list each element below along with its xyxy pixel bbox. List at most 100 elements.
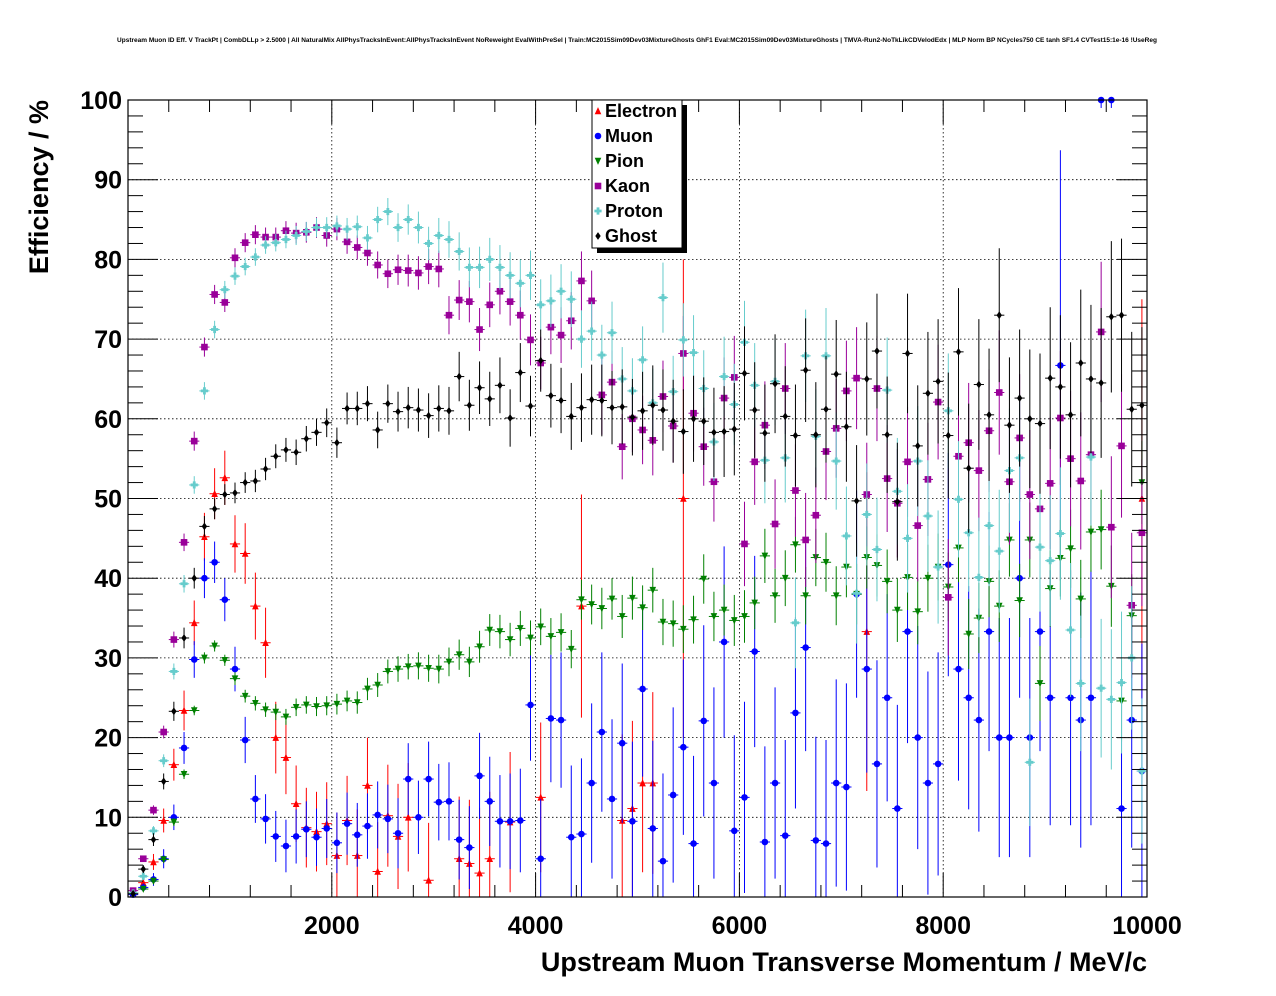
ghost-data-point <box>884 430 890 439</box>
muon-data-point <box>669 791 677 799</box>
proton-data-point <box>149 827 158 835</box>
proton-data-point <box>312 223 321 232</box>
proton-data-point <box>221 286 229 294</box>
kaon-data-point <box>374 261 381 269</box>
kaon-data-point <box>1108 523 1115 531</box>
proton-data-point <box>720 372 728 381</box>
electron-data-point <box>486 854 494 863</box>
ghost-data-point <box>904 349 911 358</box>
muon-data-point <box>211 558 218 566</box>
muon-data-point <box>404 775 412 783</box>
pion-data-point <box>394 665 402 673</box>
ghost-data-point <box>1027 414 1033 423</box>
legend-entry-ghost: Ghost <box>595 226 657 246</box>
ghost-data-point <box>996 311 1002 320</box>
pion-data-point <box>160 856 167 864</box>
pion-data-point <box>822 558 830 567</box>
muon-data-point <box>975 716 983 724</box>
y-tick-label: 80 <box>94 246 122 274</box>
chart-title: Upstream Muon ID Eff. V TrackPt | CombDL… <box>117 37 1157 44</box>
proton-data-point <box>292 231 300 240</box>
kaon-data-point <box>180 539 188 546</box>
proton-data-point <box>567 295 575 303</box>
kaon-data-point <box>435 265 443 273</box>
pion-data-point <box>527 634 534 642</box>
ghost-data-point <box>945 431 951 440</box>
muon-data-point <box>557 716 565 724</box>
electron-data-point <box>150 858 157 866</box>
pion-data-point <box>455 651 463 659</box>
proton-data-point <box>435 231 443 240</box>
proton-data-point <box>1117 679 1126 687</box>
pion-data-point <box>384 668 392 676</box>
pion-data-point <box>292 704 300 712</box>
electron-data-point <box>160 816 167 824</box>
muon-data-point <box>1036 628 1044 635</box>
proton-data-point <box>873 545 881 554</box>
y-tick-label: 100 <box>80 87 122 115</box>
kaon-data-point <box>588 297 595 305</box>
ghost-data-point <box>762 429 768 438</box>
muon-data-point <box>1006 734 1013 741</box>
pion-data-point <box>1097 526 1105 534</box>
kaon-data-point <box>404 267 412 274</box>
kaon-data-point <box>812 511 820 519</box>
pion-data-point <box>150 877 157 885</box>
x-tick-label: 4000 <box>508 912 564 940</box>
muon-data-point <box>863 665 871 673</box>
ghost-data-point <box>548 391 554 400</box>
ghost-data-point <box>639 406 646 415</box>
muon-data-point <box>221 596 229 604</box>
kaon-data-point <box>201 343 208 351</box>
pion-data-point <box>965 630 972 638</box>
ghost-data-point <box>130 889 136 898</box>
pion-data-point <box>343 697 351 705</box>
pion-data-point <box>1077 595 1085 603</box>
proton-data-point <box>384 207 392 216</box>
kaon-data-point <box>1026 491 1034 498</box>
proton-data-point <box>506 271 514 279</box>
ghost-data-point <box>1016 394 1023 402</box>
pion-data-point <box>1016 597 1023 605</box>
pion-data-point <box>751 599 758 607</box>
kaon-data-point <box>741 540 748 548</box>
pion-data-point <box>221 656 229 665</box>
kaon-data-point <box>771 520 779 528</box>
proton-data-point <box>1026 758 1034 766</box>
muon-data-point <box>517 817 524 824</box>
ghost-data-point <box>466 401 473 410</box>
muon-data-point <box>934 760 942 768</box>
proton-data-point <box>496 263 504 271</box>
pion-data-point <box>272 708 280 716</box>
electron-data-point <box>476 869 483 877</box>
muon-data-point <box>659 857 667 865</box>
ghost-data-point <box>802 366 809 375</box>
muon-data-point <box>995 734 1003 741</box>
ghost-data-point <box>262 465 269 473</box>
kaon-data-point <box>904 458 911 466</box>
electron-data-point <box>374 867 381 875</box>
proton-data-point <box>160 757 168 765</box>
ghost-data-point <box>497 381 503 390</box>
electron-data-point <box>241 549 249 557</box>
legend: Electron Muon Pion Kaon Proton Ghost <box>591 99 687 253</box>
legend-label-pion: Pion <box>605 151 644 171</box>
kaon-data-point <box>241 239 249 246</box>
proton-data-point <box>455 247 463 256</box>
pion-data-point <box>180 770 188 779</box>
proton-data-point <box>333 222 341 230</box>
legend-entry-pion: Pion <box>594 151 644 171</box>
ghost-data-point <box>436 404 442 413</box>
muon-data-point <box>955 665 962 673</box>
ghost-data-point <box>1006 421 1013 430</box>
pion-data-point <box>914 608 922 616</box>
proton-series <box>128 198 1147 897</box>
kaon-data-point <box>496 287 504 295</box>
legend-entry-electron: Electron <box>594 101 677 121</box>
electron-data-point <box>425 876 432 884</box>
pion-data-point <box>669 620 677 628</box>
ghost-data-point <box>517 368 524 377</box>
ghost-data-point <box>833 370 839 379</box>
muon-data-point <box>618 739 626 747</box>
